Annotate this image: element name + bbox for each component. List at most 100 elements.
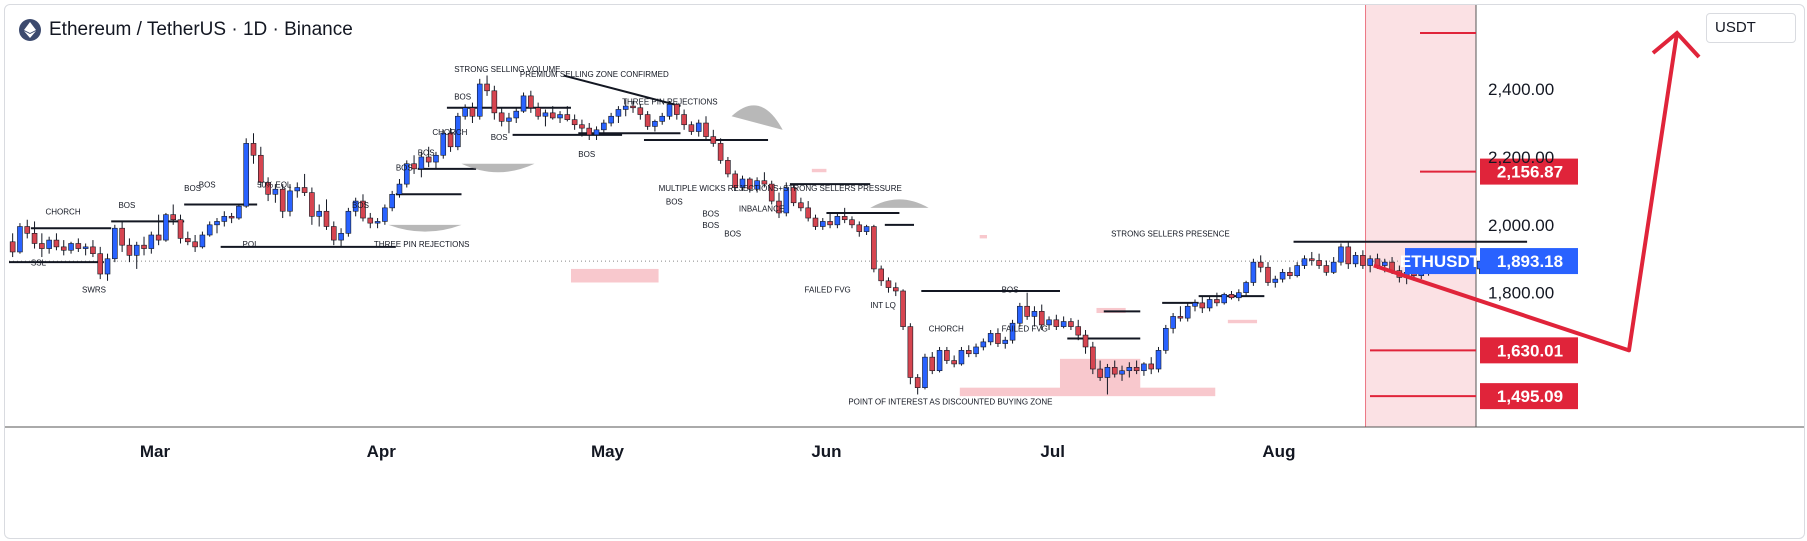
chart-frame: CHORCH BOS BOS SSL SWRS BOS 50% EQL POI BOS THREE… [4,4,1805,539]
candle-body [1126,367,1133,372]
candle-body [995,333,1001,344]
candle-body [411,163,417,170]
annotation-25: FAILED FVG [805,286,851,295]
candle-body [155,234,162,241]
candle-body [104,258,111,275]
candle-body [747,178,753,190]
candle-body [973,346,979,355]
candle-body [498,112,505,122]
candle-body [272,188,279,195]
candle-body [68,243,74,251]
candle-body [717,143,724,161]
y-tick-label-3: 1,800.00 [1488,284,1554,303]
candle-body [177,219,184,239]
annotation-14: BOS [454,92,471,101]
candle-body [1075,326,1082,336]
candle-body [389,193,395,209]
candle-body [1009,322,1016,341]
annotation-31: STRONG SELLERS PRESENCE [1111,230,1230,239]
candle-body [820,221,826,227]
candle-body [433,154,439,163]
candle-body [185,238,191,243]
candle-body [447,132,454,148]
candle-body [856,224,863,232]
candle-body [374,221,381,224]
candle-body [491,90,498,114]
candle-body [812,217,819,227]
candle-body [1250,261,1257,283]
candle-body [1279,272,1286,280]
candle-body [681,114,687,126]
demand-zone-0 [570,268,659,283]
candle-body [798,202,804,209]
annotation-28: POINT OF INTEREST AS DISCOUNTED BUYING Z… [848,398,1052,407]
candle-body [666,104,673,117]
candle-body [1060,321,1067,327]
candle-body [1287,272,1293,277]
annotation-27: CHORCH [929,325,964,334]
candle-body [1323,265,1330,273]
candle-body [783,187,790,214]
candle-body [863,226,870,232]
annotation-15: CHORCH [432,128,467,137]
demand-zone-4 [1227,319,1258,324]
rejection-arc-2 [461,163,535,173]
candle-body [331,226,337,241]
candle-body [287,190,293,212]
annotation-0: CHORCH [45,208,80,217]
candle-body [827,221,833,226]
candle-body [571,119,578,126]
rejection-arc-1 [388,224,462,232]
currency-selector[interactable]: USDT [1706,13,1796,43]
candle-body [922,356,928,388]
candle-body [316,210,322,217]
candle-body [1046,319,1052,326]
candle-body [907,326,914,378]
candle-body [294,187,301,192]
projection-arrow [1373,32,1679,353]
y-tick-label-0: 2,400.00 [1488,80,1554,99]
candle-body [112,227,118,260]
y-tick-label-1: 2,200.00 [1488,148,1554,167]
candle-body [133,244,140,256]
candle-body [944,350,950,361]
candle-body [323,210,330,227]
demand-zone-5 [811,168,827,173]
annotation-16: BOS [491,133,508,142]
level-pill-2 [1480,383,1578,410]
candle-body [382,207,388,222]
symbol-title[interactable]: Ethereum / TetherUS · 1D · Binance [49,19,353,40]
candle-body [17,226,23,253]
candle-body [652,121,658,127]
candle-body [542,112,549,117]
candle-body [82,246,89,249]
annotation-13: PREMIUM SELLING ZONE CONFIRMED [520,70,669,79]
candle-body [1119,370,1125,375]
level-pill-1 [1480,337,1578,364]
candle-body [1309,258,1315,261]
candle-body [228,216,235,219]
candle-body [674,104,680,115]
candle-body [695,122,702,132]
annotation-8: BOS [352,201,369,210]
candle-body [214,221,220,226]
projection-arrowhead-icon [1651,30,1701,59]
candle-body [1163,328,1169,351]
candle-body [243,143,249,207]
rejection-arc-4 [870,199,929,208]
level-pill-text-1: 1,630.01 [1497,341,1563,360]
candle-body [513,110,520,119]
candle-body [1177,316,1184,319]
annotation-22: INBALANCE [739,204,784,213]
candle-body [506,117,512,122]
annotation-1: BOS [118,201,135,210]
candle-body [630,105,636,109]
candle-body [141,244,147,249]
candle-body [1294,265,1300,277]
candle-body [688,124,695,132]
level-pill-0 [1480,158,1578,185]
candle-body [46,239,52,249]
candle-body [1068,321,1074,327]
annotation-17: BOS [578,150,595,159]
